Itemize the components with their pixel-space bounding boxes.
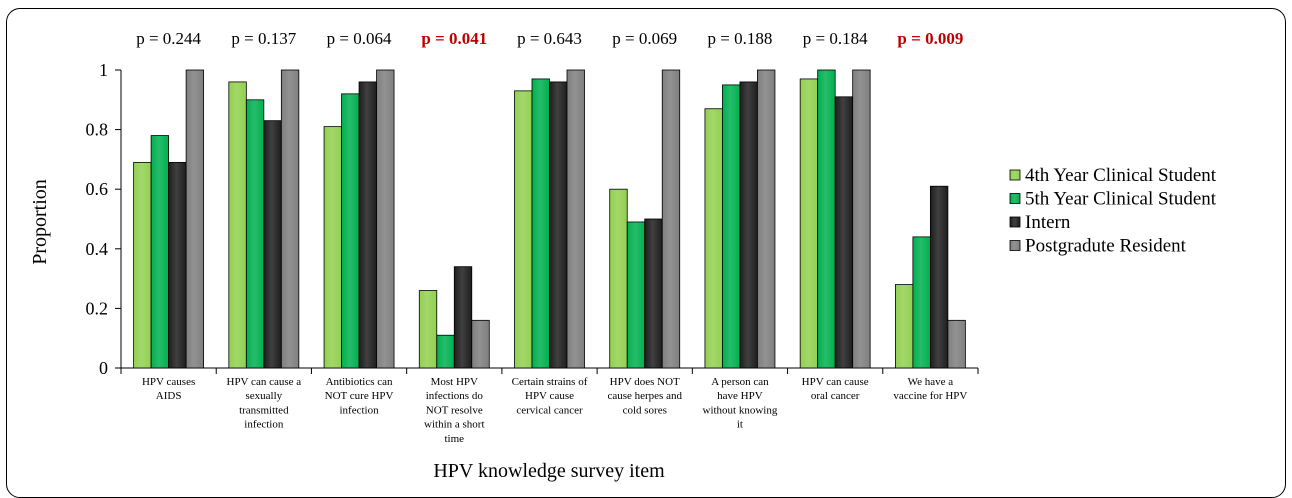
bar: [834, 96, 854, 369]
bar: [947, 319, 966, 369]
bar: [894, 284, 914, 369]
bar: [514, 90, 533, 369]
plot-area: 0 0.2 0.4 0.6 0.8 1 HPV causes AIDS HPV can caus…: [86, 29, 979, 445]
bar: [245, 99, 265, 369]
legend-label: 5th Year Clinical Student: [1025, 189, 1217, 210]
legend-label: Intern: [1025, 212, 1071, 233]
bar: [609, 188, 628, 369]
legend-swatch: [1009, 193, 1021, 204]
bar: [852, 69, 871, 369]
x-category-label: A person can have HPV without knowing it: [703, 376, 778, 431]
bar: [418, 290, 438, 369]
x-category-label: HPV causes AIDS: [142, 376, 195, 402]
bar: [704, 108, 723, 369]
bar: [912, 236, 931, 369]
bar: [626, 221, 646, 369]
p-value-label: p = 0.069: [612, 29, 677, 48]
x-category-label: HPV can cause a sexually transmitted infect…: [227, 376, 302, 431]
p-value-label: p = 0.184: [803, 29, 868, 48]
x-category-label: We have a vaccine for HPV: [893, 376, 967, 402]
bar-chart: 0 0.2 0.4 0.6 0.8 1 HPV causes AIDS HPV can caus…: [29, 29, 1217, 482]
bar: [323, 126, 342, 369]
x-category-label: Most HPV infections do NOT resolve within a…: [424, 376, 485, 445]
bar: [722, 84, 741, 369]
bar: [817, 69, 836, 369]
y-tick-label: 0.6: [86, 179, 109, 199]
bar: [150, 135, 170, 369]
p-value-label: p = 0.009: [897, 29, 963, 48]
legend-swatch: [1009, 216, 1021, 228]
bar: [757, 69, 776, 369]
x-category-label: Antibiotics can NOT cure HPV infection: [325, 376, 394, 416]
y-axis-label: Proportion: [29, 179, 51, 265]
p-value-label: p = 0.064: [327, 29, 392, 48]
legend-label: Postgradute Resident: [1025, 236, 1187, 257]
y-tick-label: 0.4: [86, 239, 109, 259]
bar: [531, 78, 550, 369]
legend-swatch: [1009, 240, 1021, 251]
bar: [471, 319, 490, 369]
bar: [376, 69, 395, 369]
bar: [799, 78, 819, 369]
p-value-label: p = 0.041: [421, 29, 487, 48]
bar: [549, 81, 568, 369]
p-value-label: p = 0.188: [708, 29, 773, 48]
y-tick-label: 0: [99, 358, 108, 378]
p-value-label: p = 0.137: [231, 29, 296, 48]
bar: [566, 69, 585, 369]
legend: 4th Year Clinical Student 5th Year Clinic…: [1009, 165, 1217, 257]
y-tick-label: 0.8: [86, 120, 109, 140]
y-tick-label: 0.2: [86, 298, 109, 318]
x-axis-label: HPV knowledge survey item: [433, 460, 665, 482]
bar: [263, 120, 282, 369]
bar: [358, 81, 377, 369]
y-tick-label: 1: [99, 60, 108, 80]
bar: [133, 161, 152, 369]
bar: [341, 93, 360, 369]
bar: [661, 69, 681, 369]
bar: [644, 218, 663, 369]
p-value-label: p = 0.244: [136, 29, 201, 48]
bar: [929, 185, 949, 369]
x-category-label: HPV does NOT cause herpes and cold sores: [607, 376, 682, 416]
bar: [228, 81, 247, 369]
p-value-label: p = 0.643: [517, 29, 582, 48]
bar: [453, 266, 473, 369]
x-category-label: HPV can cause oral cancer: [802, 376, 869, 402]
x-category-label: Certain strains of HPV cause cervical canc…: [512, 376, 588, 416]
bar: [436, 334, 455, 369]
bar: [168, 161, 187, 369]
legend-label: 4th Year Clinical Student: [1025, 165, 1217, 186]
bar: [280, 69, 300, 369]
legend-swatch: [1009, 169, 1021, 181]
bar: [185, 69, 205, 369]
bar: [739, 81, 758, 369]
